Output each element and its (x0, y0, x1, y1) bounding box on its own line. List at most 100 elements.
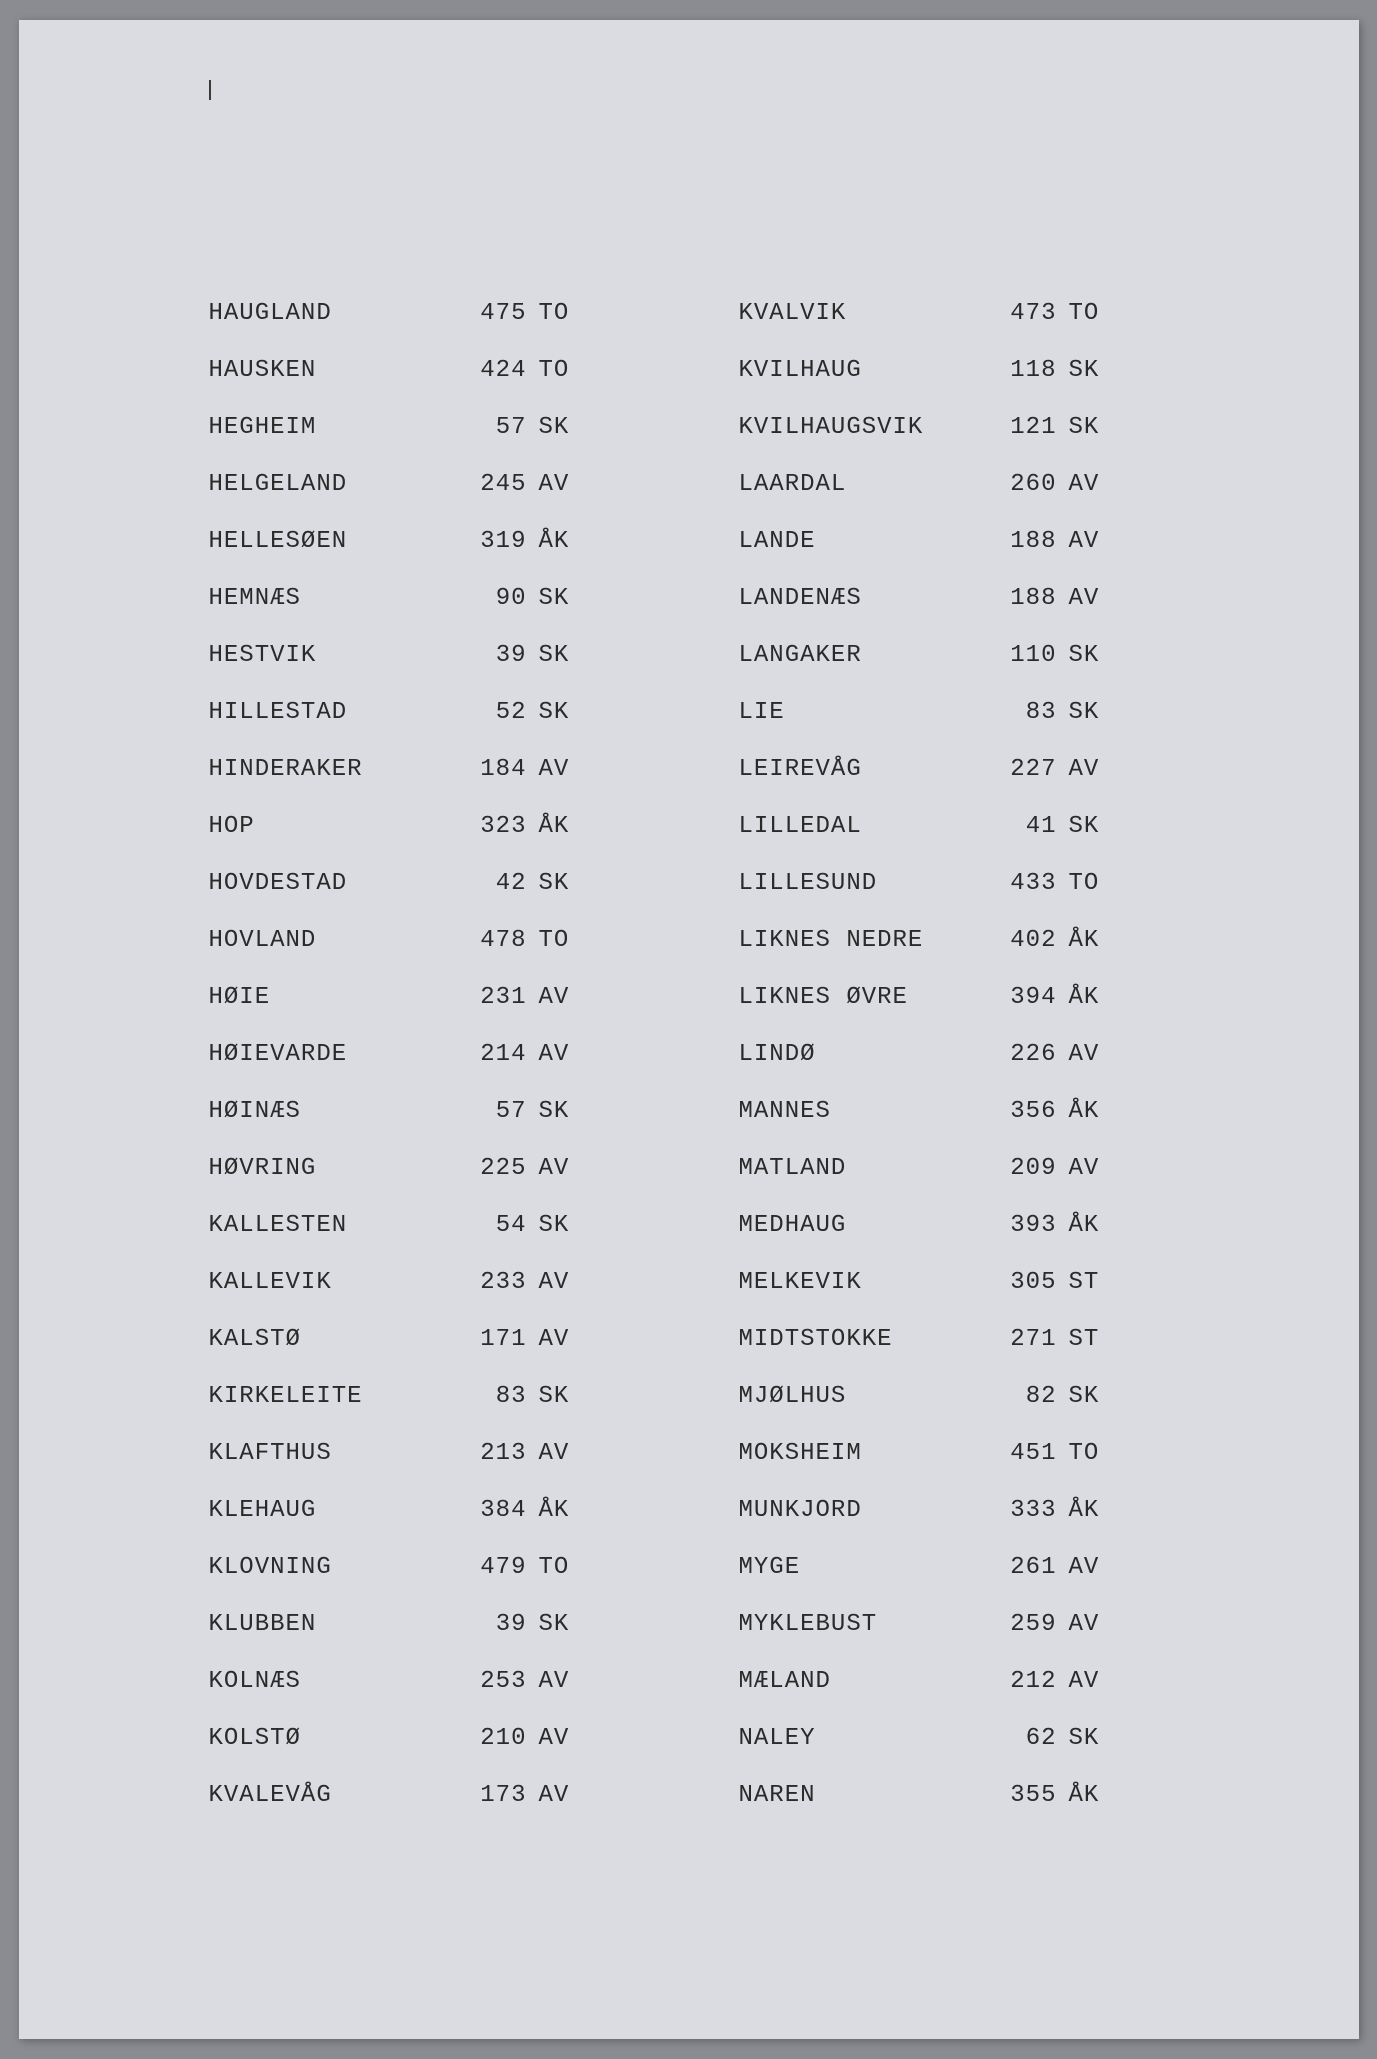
place-code: SK (539, 585, 589, 612)
place-number: 90 (459, 585, 539, 612)
place-name: KOLNÆS (209, 1668, 459, 1695)
table-row: LAARDAL260AV (739, 471, 1219, 498)
table-row: HAUGLAND475TO (209, 300, 689, 327)
table-row: HINDERAKER184AV (209, 756, 689, 783)
place-code: SK (539, 1611, 589, 1638)
place-name: HØIEVARDE (209, 1041, 459, 1068)
place-number: 478 (459, 927, 539, 954)
place-number: 451 (989, 1440, 1069, 1467)
place-name: MANNES (739, 1098, 989, 1125)
place-number: 473 (989, 300, 1069, 327)
place-number: 52 (459, 699, 539, 726)
place-name: MATLAND (739, 1155, 989, 1182)
place-number: 355 (989, 1782, 1069, 1809)
table-row: KALSTØ171AV (209, 1326, 689, 1353)
place-code: AV (539, 1668, 589, 1695)
place-name: NAREN (739, 1782, 989, 1809)
place-code: TO (539, 927, 589, 954)
place-code: SK (539, 414, 589, 441)
table-row: HØINÆS57SK (209, 1098, 689, 1125)
table-row: MOKSHEIM451TO (739, 1440, 1219, 1467)
table-row: HOVLAND478TO (209, 927, 689, 954)
place-number: 173 (459, 1782, 539, 1809)
place-number: 209 (989, 1155, 1069, 1182)
table-row: LANGAKER110SK (739, 642, 1219, 669)
place-name: MYKLEBUST (739, 1611, 989, 1638)
place-number: 82 (989, 1383, 1069, 1410)
place-name: LIKNES NEDRE (739, 927, 989, 954)
table-row: MELKEVIK305ST (739, 1269, 1219, 1296)
document-page: HAUGLAND475TOHAUSKEN424TOHEGHEIM57SKHELG… (19, 20, 1359, 2039)
place-name: HEGHEIM (209, 414, 459, 441)
place-name: MEDHAUG (739, 1212, 989, 1239)
place-code: TO (539, 357, 589, 384)
place-number: 323 (459, 813, 539, 840)
place-number: 233 (459, 1269, 539, 1296)
place-code: TO (1069, 300, 1119, 327)
place-code: AV (539, 1440, 589, 1467)
place-number: 271 (989, 1326, 1069, 1353)
table-row: MEDHAUG393ÅK (739, 1212, 1219, 1239)
place-code: ÅK (539, 528, 589, 555)
place-name: LANDE (739, 528, 989, 555)
place-number: 83 (989, 699, 1069, 726)
place-number: 188 (989, 528, 1069, 555)
place-code: SK (539, 1383, 589, 1410)
place-number: 424 (459, 357, 539, 384)
place-name: HOP (209, 813, 459, 840)
place-code: SK (1069, 414, 1119, 441)
place-number: 393 (989, 1212, 1069, 1239)
table-row: MIDTSTOKKE271ST (739, 1326, 1219, 1353)
place-name: LIE (739, 699, 989, 726)
place-code: ÅK (1069, 1497, 1119, 1524)
table-row: KLUBBEN39SK (209, 1611, 689, 1638)
place-code: ÅK (539, 1497, 589, 1524)
place-name: MYGE (739, 1554, 989, 1581)
place-code: AV (1069, 1554, 1119, 1581)
place-number: 226 (989, 1041, 1069, 1068)
place-name: HINDERAKER (209, 756, 459, 783)
place-number: 57 (459, 414, 539, 441)
place-name: MJØLHUS (739, 1383, 989, 1410)
place-name: LANGAKER (739, 642, 989, 669)
table-row: HAUSKEN424TO (209, 357, 689, 384)
place-number: 184 (459, 756, 539, 783)
table-row: LEIREVÅG227AV (739, 756, 1219, 783)
table-row: MJØLHUS82SK (739, 1383, 1219, 1410)
table-row: MANNES356ÅK (739, 1098, 1219, 1125)
place-name: KLAFTHUS (209, 1440, 459, 1467)
table-row: LILLEDAL41SK (739, 813, 1219, 840)
place-number: 57 (459, 1098, 539, 1125)
table-row: HESTVIK39SK (209, 642, 689, 669)
place-code: SK (539, 642, 589, 669)
place-name: LEIREVÅG (739, 756, 989, 783)
place-code: AV (1069, 1155, 1119, 1182)
right-column: KVALVIK473TOKVILHAUG118SKKVILHAUGSVIK121… (739, 300, 1219, 1839)
place-number: 83 (459, 1383, 539, 1410)
table-row: KLEHAUG384ÅK (209, 1497, 689, 1524)
place-code: SK (539, 1098, 589, 1125)
table-row: KOLSTØ210AV (209, 1725, 689, 1752)
place-number: 433 (989, 870, 1069, 897)
place-name: MUNKJORD (739, 1497, 989, 1524)
place-number: 54 (459, 1212, 539, 1239)
place-name: KVALEVÅG (209, 1782, 459, 1809)
table-row: MYKLEBUST259AV (739, 1611, 1219, 1638)
place-number: 121 (989, 414, 1069, 441)
place-name: KALLESTEN (209, 1212, 459, 1239)
table-row: HILLESTAD52SK (209, 699, 689, 726)
place-code: SK (1069, 642, 1119, 669)
columns-container: HAUGLAND475TOHAUSKEN424TOHEGHEIM57SKHELG… (209, 300, 1219, 1839)
table-row: LIKNES ØVRE394ÅK (739, 984, 1219, 1011)
place-name: LAARDAL (739, 471, 989, 498)
place-name: HOVLAND (209, 927, 459, 954)
table-row: LINDØ226AV (739, 1041, 1219, 1068)
place-name: LINDØ (739, 1041, 989, 1068)
table-row: LANDENÆS188AV (739, 585, 1219, 612)
place-number: 475 (459, 300, 539, 327)
place-code: AV (1069, 1611, 1119, 1638)
place-name: KVALVIK (739, 300, 989, 327)
place-code: AV (539, 756, 589, 783)
place-code: ÅK (1069, 1212, 1119, 1239)
place-number: 110 (989, 642, 1069, 669)
